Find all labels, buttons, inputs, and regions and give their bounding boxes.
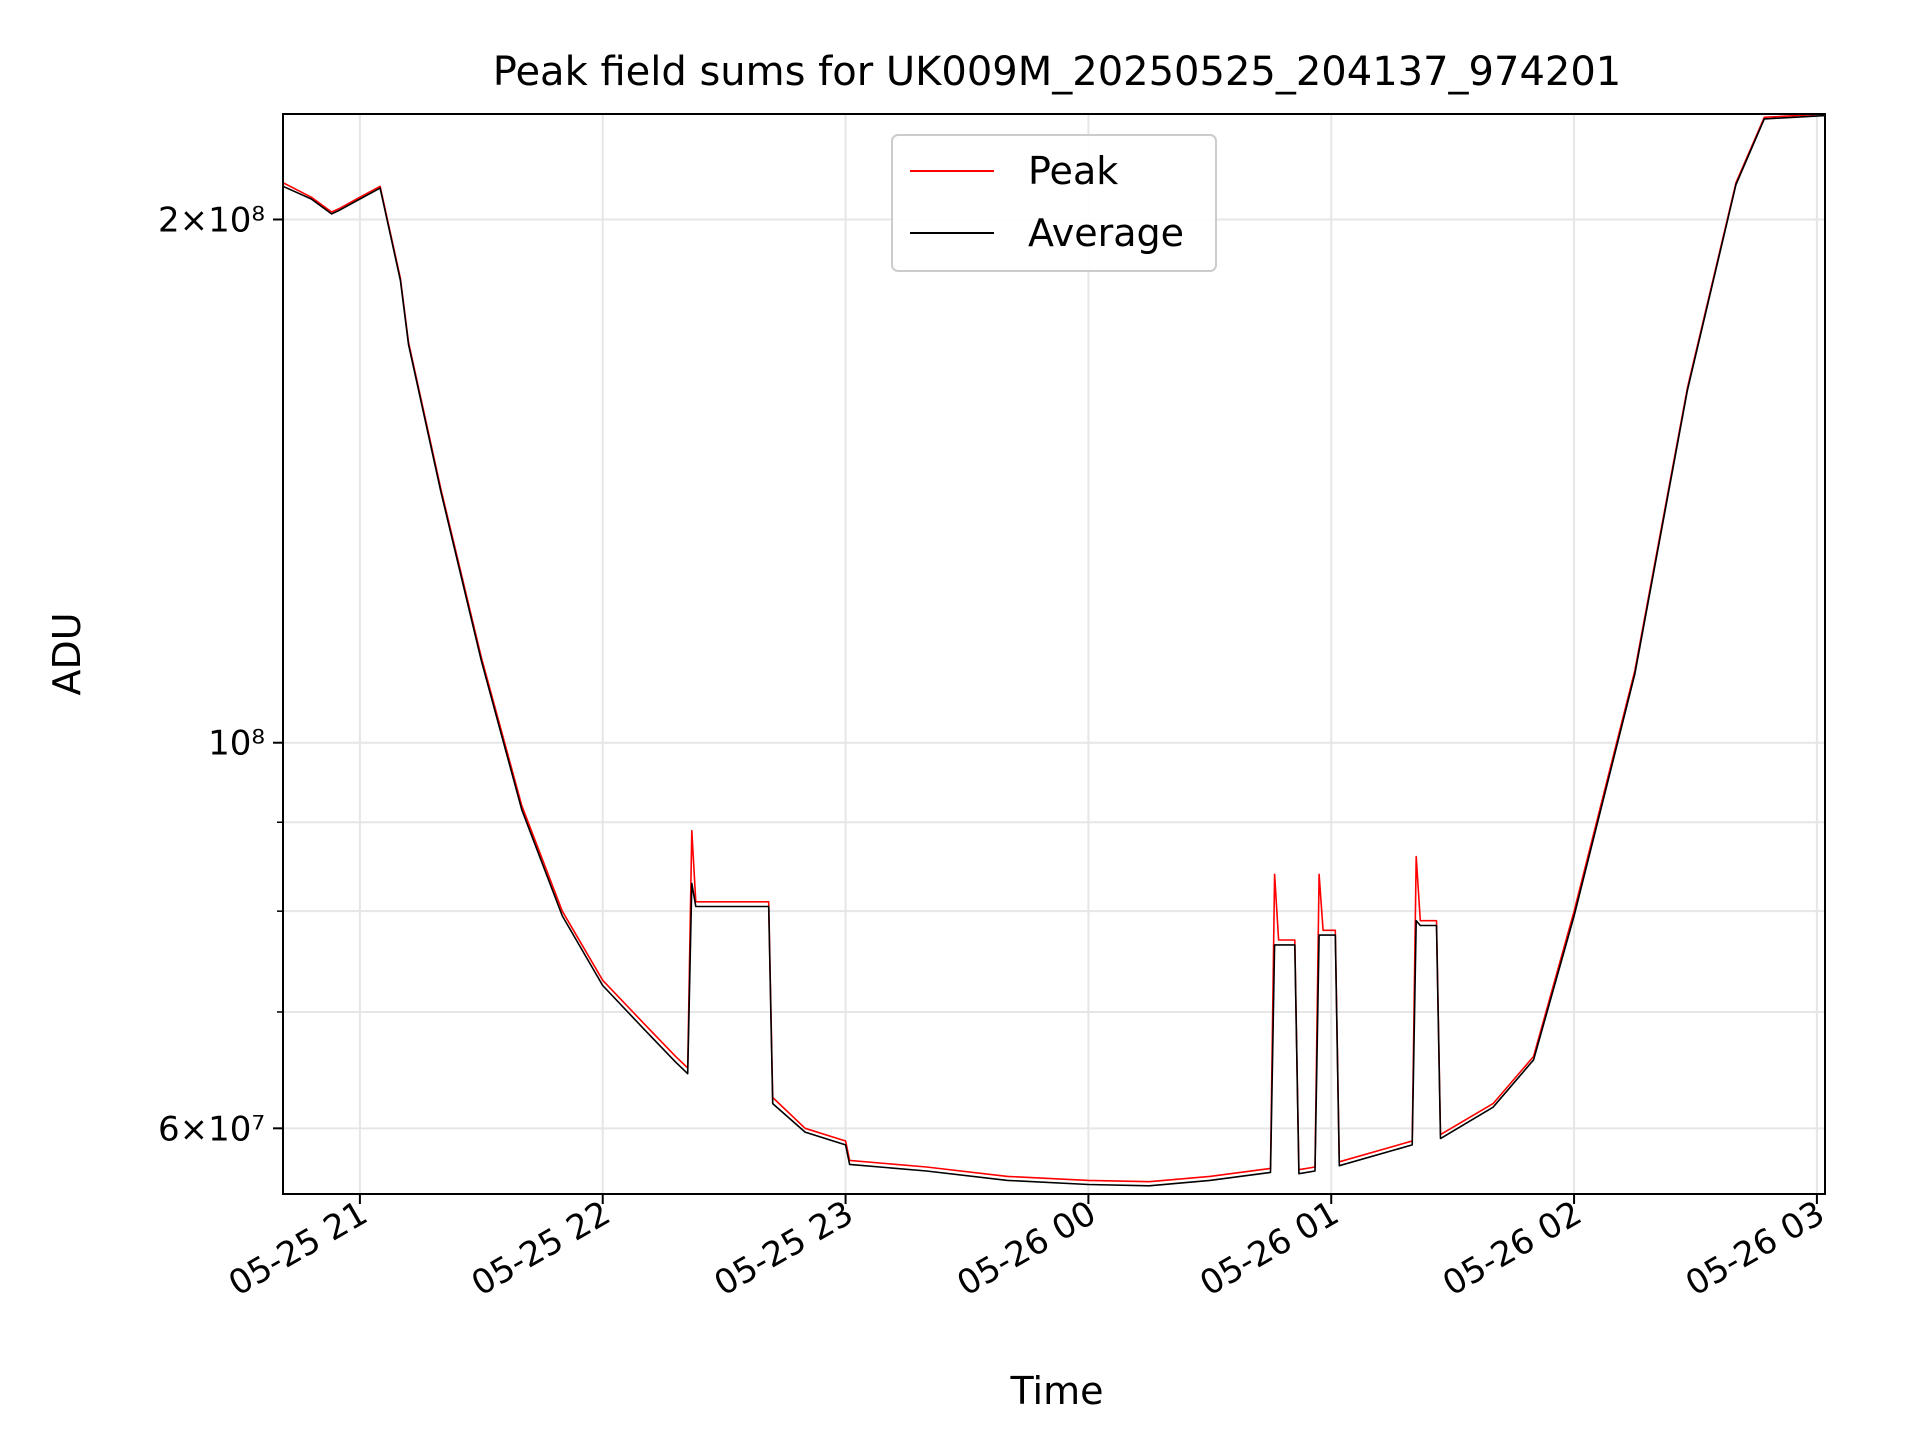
y-axis-ticks: 6×10⁷ 10⁸ 2×10⁸ — [158, 200, 283, 1149]
y-axis-label: ADU — [45, 612, 89, 695]
series-line-average — [283, 114, 1825, 1187]
legend: Peak Average — [891, 134, 1217, 272]
legend-label-peak: Peak — [1028, 149, 1118, 193]
y-tick-label: 10⁸ — [208, 724, 265, 764]
chart-title: Peak field sums for UK009M_20250525_2041… — [493, 49, 1622, 95]
x-axis-label: Time — [1010, 1369, 1104, 1413]
series-group — [283, 114, 1825, 1187]
plot-frame — [282, 113, 1826, 1195]
y-tick-label: 2×10⁸ — [158, 200, 265, 240]
legend-box — [891, 134, 1217, 272]
y-tick-label: 6×10⁷ — [158, 1109, 265, 1149]
legend-label-average: Average — [1028, 211, 1184, 255]
